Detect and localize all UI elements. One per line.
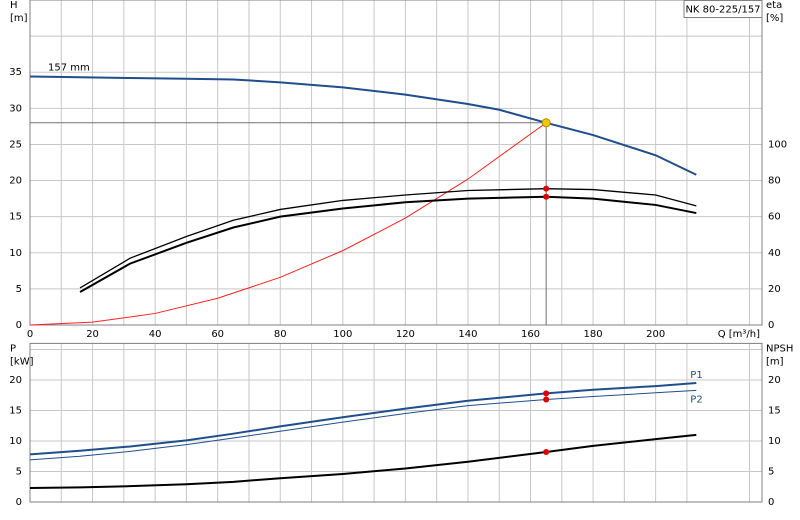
chart-title: NK 80-225/157 [685, 5, 760, 16]
y2-axis-label: NPSH [766, 343, 793, 354]
y2-tick-label: 5 [768, 467, 774, 478]
x-tick-label: 200 [646, 329, 665, 340]
operating-point [543, 396, 550, 403]
y-tick-label: 15 [9, 406, 22, 417]
curve [29, 382, 697, 456]
y2-tick-label: 10 [768, 436, 781, 447]
x-tick-label: 160 [521, 329, 540, 340]
curve [29, 389, 697, 461]
y-tick-label: 0 [16, 320, 22, 331]
y-axis-label: P [10, 343, 16, 354]
operating-point [543, 185, 550, 192]
x-tick-label: 40 [149, 329, 162, 340]
operating-point [543, 448, 550, 455]
y-tick-label: 10 [9, 248, 22, 259]
y-tick-label: 0 [16, 497, 22, 508]
y2-axis-label: eta [766, 0, 782, 11]
x-tick-label: 140 [458, 329, 477, 340]
plot-frame [29, 342, 763, 503]
plot-frame [29, 0, 763, 326]
curve [29, 75, 697, 176]
x-tick-label: 80 [274, 329, 287, 340]
curve [29, 122, 547, 326]
y2-tick-label: 60 [768, 212, 781, 223]
title-box [683, 0, 763, 18]
curve [79, 195, 697, 293]
curve [29, 433, 697, 489]
x-tick-label: 100 [333, 329, 352, 340]
x-tick-label: 180 [584, 329, 603, 340]
y2-tick-label: 15 [768, 406, 781, 417]
y-axis-label: H [10, 0, 18, 11]
x-tick-label: 20 [86, 329, 99, 340]
y-tick-label: 35 [9, 67, 22, 78]
curve-label: P2 [690, 394, 702, 405]
y2-tick-label: 20 [768, 284, 781, 295]
y-tick-label: 20 [9, 176, 22, 187]
y-tick-label: 5 [16, 284, 22, 295]
y-axis-label: [kW] [10, 356, 34, 367]
operating-point [543, 193, 550, 200]
y-tick-label: 5 [16, 467, 22, 478]
y2-axis-label: [%] [766, 13, 783, 24]
y-axis-label: [m] [10, 13, 28, 24]
y-tick-label: 10 [9, 436, 22, 447]
x-tick-label: 120 [396, 329, 415, 340]
x-tick-label: 60 [211, 329, 224, 340]
y-tick-label: 25 [9, 139, 22, 150]
y2-axis-label: [m] [766, 356, 784, 367]
impeller-label: 157 mm [48, 63, 90, 74]
curve-label: P1 [690, 370, 702, 381]
y2-tick-label: 80 [768, 176, 781, 187]
y2-tick-label: 100 [768, 139, 787, 150]
y2-tick-label: 0 [768, 320, 774, 331]
operating-point [541, 118, 551, 128]
x-axis-label: Q [m³/h] [718, 329, 760, 340]
y-tick-label: 15 [9, 212, 22, 223]
y2-tick-label: 40 [768, 248, 781, 259]
y2-tick-label: 0 [768, 497, 774, 508]
y2-tick-label: 20 [768, 375, 781, 386]
y-tick-label: 20 [9, 375, 22, 386]
x-tick-label: 0 [27, 329, 33, 340]
curve [79, 188, 697, 289]
y-tick-label: 30 [9, 103, 22, 114]
operating-point [543, 390, 550, 397]
